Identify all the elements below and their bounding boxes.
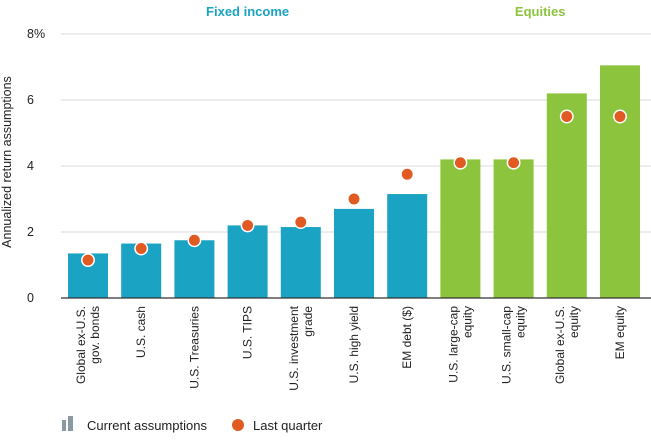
- y-tick-label: 8%: [27, 27, 45, 41]
- category-label: U.S. cash: [134, 306, 148, 358]
- last-quarter-dot: [240, 218, 255, 233]
- last-quarter-dot: [613, 109, 627, 124]
- y-tick-label: 0: [27, 291, 34, 305]
- category-label: U.S. TIPS: [241, 306, 255, 359]
- last-quarter-dot: [453, 155, 468, 170]
- legend-current-assumptions-label: Current assumptions: [87, 418, 207, 433]
- category-label: U.S. investment: [287, 305, 301, 390]
- category-label: equity: [567, 306, 581, 338]
- bar: [546, 93, 587, 299]
- category-label: equity: [514, 306, 528, 338]
- last-quarter-dot: [559, 109, 574, 124]
- legend: Current assumptions Last quarter: [62, 416, 323, 433]
- category-label: U.S. small-cap: [500, 306, 514, 384]
- last-quarter-dots: [81, 109, 627, 267]
- bar: [227, 225, 268, 298]
- bar: [387, 194, 428, 298]
- category-label: U.S. large-cap: [446, 306, 460, 383]
- legend-last-quarter-label: Last quarter: [253, 418, 323, 433]
- group-label-fixed-income: Fixed income: [206, 4, 289, 19]
- bar: [174, 240, 215, 298]
- bar: [600, 65, 640, 298]
- last-quarter-dot: [506, 155, 521, 170]
- current-assumptions-legend-icon: [62, 416, 73, 431]
- category-label: U.S. high yield: [347, 306, 361, 383]
- category-label: U.S. Treasuries: [187, 306, 201, 389]
- category-label: EM debt ($): [400, 306, 414, 369]
- last-quarter-dot: [400, 167, 415, 182]
- y-tick-label: 2: [27, 225, 34, 239]
- last-quarter-dot: [347, 192, 361, 206]
- last-quarter-dot: [187, 233, 202, 248]
- last-quarter-dot: [293, 215, 308, 230]
- y-tick-label: 6: [27, 93, 34, 107]
- group-labels: Fixed income Equities: [206, 4, 565, 19]
- y-axis-ticks: 0 2 4 6 8%: [27, 27, 45, 305]
- last-quarter-dot: [134, 241, 149, 256]
- category-label: EM equity: [613, 306, 627, 359]
- legend-bar-piece: [62, 420, 66, 431]
- category-label: equity: [460, 306, 474, 338]
- group-label-equities: Equities: [515, 4, 566, 19]
- last-quarter-dot: [81, 253, 95, 267]
- y-axis-title: Annualized return assumptions: [0, 76, 14, 248]
- category-label: Global ex-U.S.: [553, 306, 567, 384]
- legend-bar-piece: [68, 416, 73, 431]
- category-label: grade: [301, 306, 315, 337]
- y-tick-label: 4: [27, 159, 34, 173]
- bar: [493, 159, 534, 298]
- category-label: gov. bonds: [88, 306, 102, 364]
- bar: [440, 159, 481, 298]
- bar: [280, 227, 321, 298]
- bar: [334, 208, 374, 298]
- category-label: Global ex-U.S.: [74, 306, 88, 384]
- category-labels: Global ex-U.S. gov. bonds U.S. cash U.S. Tr…: [74, 305, 627, 390]
- last-quarter-legend-icon: [232, 419, 244, 431]
